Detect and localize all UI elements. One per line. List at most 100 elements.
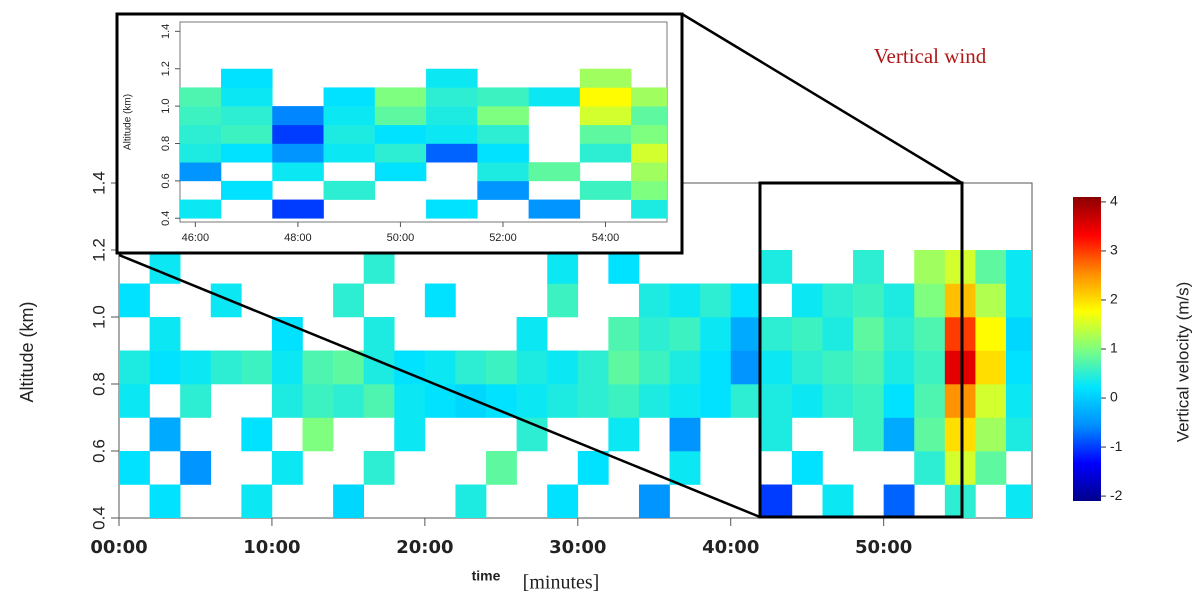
cell — [638, 484, 670, 518]
cell — [944, 350, 976, 385]
x-tick-label: 30:00 — [549, 537, 606, 558]
cell — [241, 417, 273, 452]
cell — [374, 87, 427, 107]
cell — [323, 87, 376, 107]
cell — [547, 484, 579, 518]
cell — [638, 317, 670, 351]
cell — [302, 417, 334, 452]
cell — [761, 350, 793, 385]
cell — [221, 143, 273, 163]
cell — [608, 350, 640, 385]
cell — [669, 451, 701, 485]
cell — [761, 484, 793, 518]
x-tick-label: 48:00 — [284, 232, 312, 244]
cell — [221, 87, 273, 107]
cell — [486, 350, 517, 385]
cell — [914, 451, 946, 485]
cell — [669, 350, 701, 385]
cells — [119, 250, 1032, 518]
cell — [302, 350, 334, 385]
cell — [761, 317, 793, 351]
cell — [477, 124, 529, 144]
cell — [149, 484, 181, 518]
cell — [761, 384, 793, 418]
cell — [272, 199, 324, 219]
cell — [547, 384, 579, 418]
cell — [669, 317, 701, 351]
cell — [579, 106, 632, 126]
cell — [424, 384, 456, 418]
cell — [271, 384, 303, 418]
y-tick-label: 0.4 — [160, 211, 172, 226]
cell — [669, 384, 701, 418]
x-tick-label: 10:00 — [243, 537, 300, 558]
cell — [323, 124, 376, 144]
cell — [730, 317, 762, 351]
cell — [853, 283, 884, 318]
main-plot: 00:00 10:00 20:00 30:00 40:00 50:00 0.4 0.6 0.8 1… — [89, 171, 1032, 558]
cell — [455, 384, 487, 418]
inset-y-axis-label: Altitude (km) — [123, 94, 134, 150]
cell — [241, 350, 273, 385]
cell — [631, 124, 667, 144]
cell — [761, 417, 793, 452]
y-tick-label: 0.8 — [160, 136, 172, 151]
cell — [516, 317, 548, 351]
colorbar-tick-label: 2 — [1110, 291, 1118, 307]
y-tick-label: 1.4 — [89, 171, 108, 195]
cell — [791, 451, 823, 485]
colorbar-tick-label: 3 — [1110, 242, 1118, 258]
cell — [579, 68, 632, 88]
cell — [272, 124, 324, 144]
cell — [631, 106, 667, 126]
cell — [608, 250, 640, 284]
cell — [180, 350, 212, 385]
cell — [547, 350, 579, 385]
colorbar-tick-label: 1 — [1110, 340, 1118, 356]
cell — [323, 106, 376, 126]
x-tick-label: 00:00 — [90, 537, 147, 558]
cell — [149, 417, 181, 452]
cell — [669, 283, 701, 318]
cell — [638, 283, 670, 318]
cell — [477, 106, 529, 126]
cell — [944, 250, 976, 284]
x-tick-label: 40:00 — [702, 537, 759, 558]
cell — [1006, 350, 1032, 385]
cell — [271, 350, 303, 385]
cell — [221, 124, 273, 144]
y-tick-label: 0.6 — [89, 439, 108, 463]
cell — [631, 87, 667, 107]
cell — [271, 317, 303, 351]
cell — [914, 350, 946, 385]
cell — [1006, 283, 1032, 318]
cell — [374, 106, 427, 126]
cell — [577, 451, 609, 485]
x-tick-label: 46:00 — [182, 232, 210, 244]
cell — [631, 180, 667, 200]
cell — [323, 143, 376, 163]
x-tick-label: 52:00 — [489, 232, 517, 244]
x-tick-label: 20:00 — [396, 537, 453, 558]
cell — [210, 350, 242, 385]
cell — [700, 350, 732, 385]
zoom-connector — [681, 12, 963, 185]
cell — [579, 124, 632, 144]
colorbar — [1073, 197, 1101, 501]
cell — [547, 283, 579, 318]
cell — [210, 283, 242, 318]
cell — [516, 384, 548, 418]
cell — [883, 317, 915, 351]
cell — [631, 162, 667, 182]
cell — [577, 350, 609, 385]
cell — [631, 199, 667, 219]
cell — [944, 283, 976, 318]
cell — [730, 350, 762, 385]
cell — [975, 250, 1007, 284]
colorbar-title: Vertical velocity (m/s) — [1173, 282, 1192, 443]
cell — [822, 350, 854, 385]
cell — [761, 250, 793, 284]
cell — [638, 384, 670, 418]
y-tick-label: 1.0 — [160, 98, 172, 113]
x-axis-label: time — [472, 568, 501, 584]
